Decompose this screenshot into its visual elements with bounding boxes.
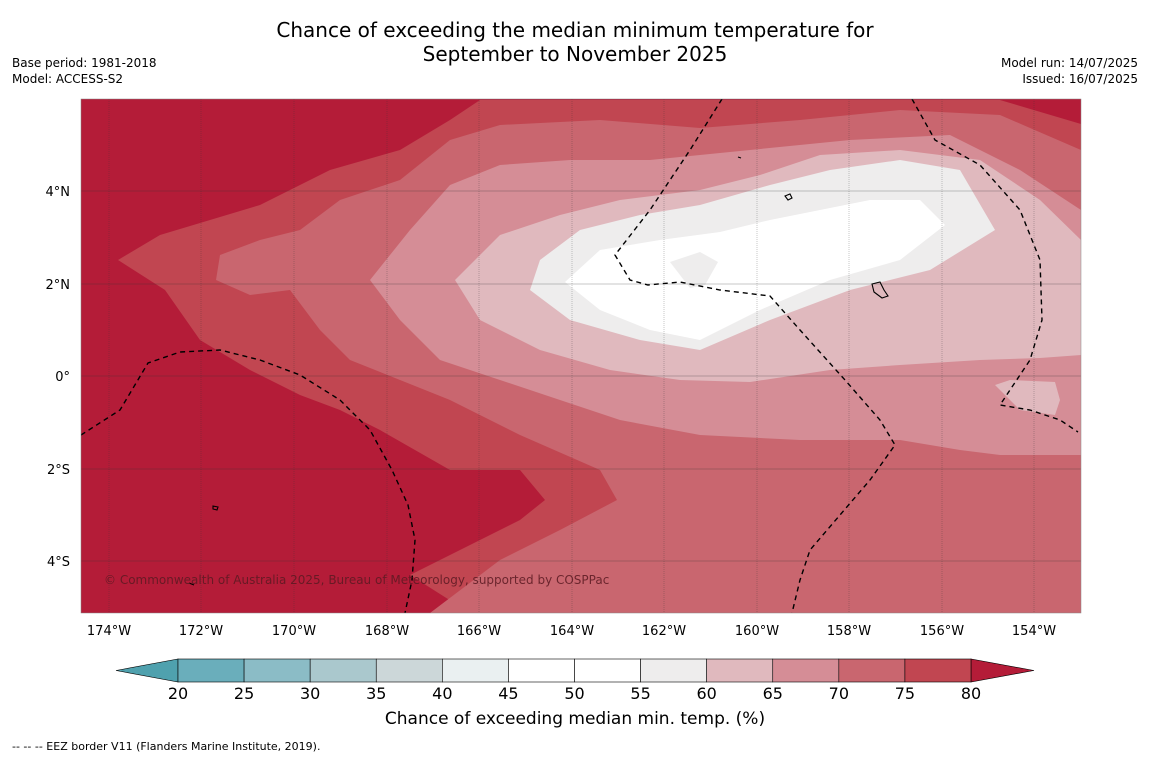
longitude-label: 172°W <box>179 624 223 639</box>
eez-borders <box>81 99 1079 613</box>
latitude-label: 4°S <box>47 555 70 570</box>
band-65-patch <box>995 380 1060 415</box>
eez-footnote: -- -- -- EEZ border V11 (Flanders Marine… <box>12 740 321 753</box>
colorbar-swatch <box>243 658 311 683</box>
colorbar-swatch <box>508 658 575 683</box>
longitude-label: 156°W <box>920 624 964 639</box>
colorbar-swatch <box>375 658 443 683</box>
colorbar-tick: 30 <box>300 684 320 703</box>
longitude-label: 174°W <box>87 624 131 639</box>
map-frame <box>80 98 1082 614</box>
colorbar-swatch <box>904 658 972 683</box>
colorbar-swatch <box>177 658 245 683</box>
colorbar-swatch <box>772 658 840 683</box>
longitude-label: 166°W <box>457 624 501 639</box>
map-title: Chance of exceeding the median minimum t… <box>0 18 1150 66</box>
colorbar-tick: 25 <box>234 684 254 703</box>
title-line-1: Chance of exceeding the median minimum t… <box>276 18 874 42</box>
colorbar-tick: 20 <box>168 684 188 703</box>
longitude-label: 154°W <box>1012 624 1056 639</box>
latitude-label: 2°S <box>47 463 70 478</box>
longitude-labels: 174°W 172°W 170°W 168°W 166°W 164°W 162°W 160°W… <box>87 624 1056 639</box>
colorbar-tick: 45 <box>498 684 518 703</box>
base-period: Base period: 1981-2018 <box>12 56 157 70</box>
island-1 <box>784 193 793 201</box>
longitude-label: 170°W <box>272 624 316 639</box>
colorbar-over-arrow <box>970 658 1035 683</box>
colorbar-swatch <box>640 658 707 683</box>
model-name: Model: ACCESS-S2 <box>12 72 124 86</box>
meta-left: Base period: 1981-2018 Model: ACCESS-S2 <box>12 55 157 87</box>
band-55-patch <box>670 252 718 288</box>
colorbar-tick: 70 <box>829 684 849 703</box>
colorbar-swatch <box>442 658 509 683</box>
island-5 <box>188 582 195 586</box>
copyright-notice: © Commonwealth of Australia 2025, Bureau… <box>104 573 609 587</box>
longitude-label: 164°W <box>550 624 594 639</box>
band-50 <box>565 200 945 340</box>
model-run: Model run: 14/07/2025 <box>1000 56 1138 70</box>
contour-map: © Commonwealth of Australia 2025, Bureau… <box>81 99 1081 613</box>
graticule <box>81 99 1081 613</box>
latitude-label: 0° <box>55 370 70 385</box>
island-3 <box>212 505 219 511</box>
latitude-label: 4°N <box>46 185 71 200</box>
colorbar-tick: 40 <box>432 684 452 703</box>
eez-west <box>81 349 416 613</box>
longitude-label: 158°W <box>827 624 871 639</box>
longitude-label: 162°W <box>642 624 686 639</box>
colorbar: 20 25 30 35 40 45 50 55 60 65 70 75 80 <box>115 658 1035 703</box>
colorbar-swatch <box>309 658 377 683</box>
colorbar-swatch <box>838 658 906 683</box>
island-4 <box>737 156 742 159</box>
issued-date: Issued: 16/07/2025 <box>1022 72 1138 86</box>
colorbar-tick: 55 <box>630 684 650 703</box>
colorbar-swatch <box>574 658 641 683</box>
colorbar-tick: 80 <box>961 684 981 703</box>
meta-right: Model run: 14/07/2025 Issued: 16/07/2025 <box>1001 55 1138 87</box>
colorbar-label: Chance of exceeding median min. temp. (%… <box>384 709 766 729</box>
colorbar-swatch <box>706 658 774 683</box>
island-2 <box>871 281 889 299</box>
colorbar-under-arrow <box>115 658 179 683</box>
colorbar-tick: 65 <box>763 684 783 703</box>
latitude-labels: 4°N 2°N 0° 2°S 4°S <box>46 185 71 570</box>
colorbar-tick: 35 <box>366 684 386 703</box>
colorbar-tick: 60 <box>696 684 716 703</box>
colorbar-tick: 75 <box>895 684 915 703</box>
latitude-label: 2°N <box>46 278 71 293</box>
longitude-label: 168°W <box>365 624 409 639</box>
eez-kiribati-north <box>614 99 896 613</box>
title-line-2: September to November 2025 <box>422 42 728 66</box>
islands <box>188 156 889 586</box>
longitude-label: 160°W <box>735 624 779 639</box>
colorbar-tick: 50 <box>564 684 584 703</box>
